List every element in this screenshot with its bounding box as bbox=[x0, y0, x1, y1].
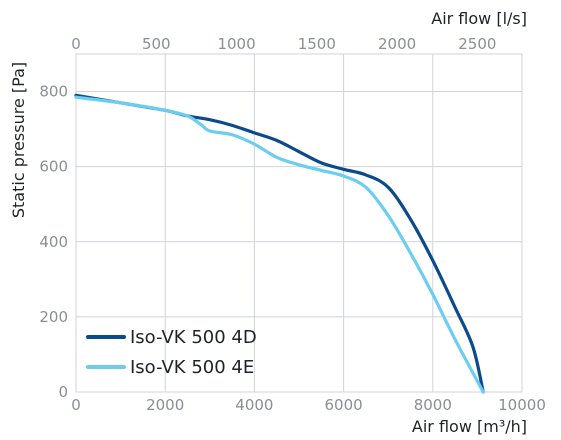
y-tick-label: 200 bbox=[39, 308, 68, 326]
y-tick-label: 0 bbox=[58, 383, 68, 401]
x2-tick-label: 1000 bbox=[217, 35, 255, 53]
x2-axis-title: Air flow [l/s] bbox=[431, 9, 527, 28]
y-tick-label: 400 bbox=[39, 233, 68, 251]
series-lines bbox=[74, 93, 485, 394]
x2-tick-label: 500 bbox=[142, 35, 171, 53]
x2-tick-label: 0 bbox=[71, 35, 81, 53]
x-tick-label: 2000 bbox=[146, 396, 184, 414]
legend: Iso-VK 500 4D Iso-VK 500 4E bbox=[86, 327, 257, 378]
x-tick-label: 4000 bbox=[235, 396, 273, 414]
x-tick-label: 0 bbox=[71, 396, 81, 414]
x2-tick-label: 1500 bbox=[298, 35, 336, 53]
x-tick-label: 10000 bbox=[498, 396, 546, 414]
legend-label-4e: Iso-VK 500 4E bbox=[130, 357, 254, 378]
x2-tick-label: 2000 bbox=[378, 35, 416, 53]
x-tick-label: 8000 bbox=[414, 396, 452, 414]
legend-label-4d: Iso-VK 500 4D bbox=[130, 327, 257, 348]
y-tick-label: 600 bbox=[39, 158, 68, 176]
y-tick-label: 800 bbox=[39, 83, 68, 101]
x-axis-title: Air flow [m³/h] bbox=[412, 417, 527, 436]
x-tick-label: 6000 bbox=[325, 396, 363, 414]
y-axis-title: Static pressure [Pa] bbox=[9, 62, 28, 218]
series-line-iso-vk-500-4e bbox=[74, 95, 485, 394]
x2-tick-label: 2500 bbox=[458, 35, 496, 53]
grid bbox=[75, 53, 523, 393]
